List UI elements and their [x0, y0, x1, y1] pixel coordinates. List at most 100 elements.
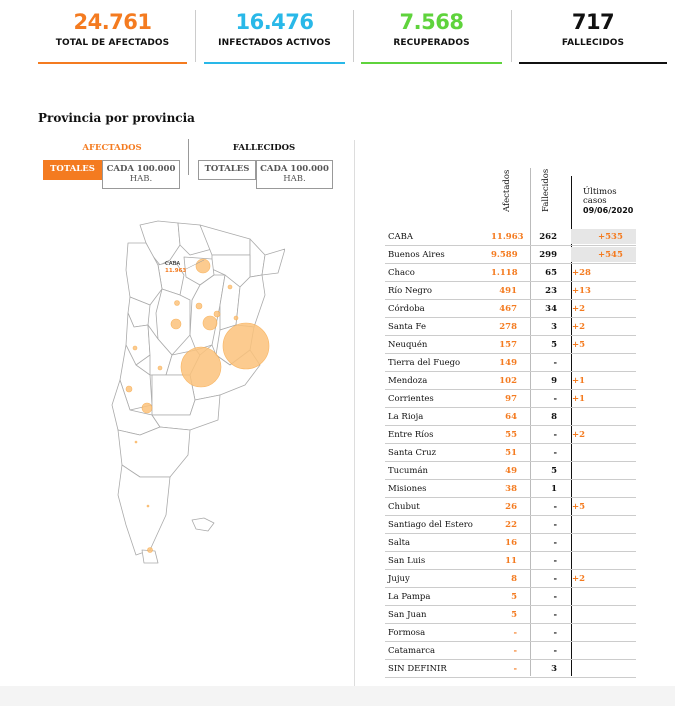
- fallecidos-cell: -: [553, 646, 557, 656]
- afectados-cell: -: [513, 628, 517, 638]
- afectados-label: AFECTADOS: [82, 143, 142, 153]
- stat-underline: [204, 62, 345, 64]
- table-row: La Rioja 64 8: [385, 408, 636, 426]
- table-row: Tucumán 49 5: [385, 462, 636, 480]
- afectados-cell: 1.118: [491, 268, 518, 278]
- province-cell: Córdoba: [388, 304, 425, 314]
- afectados-totales-button[interactable]: TOTALES: [43, 160, 102, 180]
- fallecidos-cell: 1: [551, 484, 557, 494]
- afectados-cell: 491: [499, 286, 517, 296]
- afectados-cell: 467: [499, 304, 517, 314]
- stat-value: 16.476: [235, 10, 314, 34]
- province-cell: SIN DEFINIR: [388, 664, 447, 674]
- fallecidos-cell: 262: [539, 232, 557, 242]
- argentina-map[interactable]: CABA 11.963: [100, 215, 286, 565]
- afectados-cell: 157: [499, 340, 517, 350]
- ultimos-casos-cell: +2: [572, 304, 586, 314]
- ultimos-casos-cell: +2: [572, 322, 586, 332]
- fallecidos-cell: 34: [545, 304, 557, 314]
- button-label-line1: CADA 100.000: [260, 164, 329, 174]
- ultimos-casos-cell: +13: [572, 286, 591, 296]
- fallecidos-cell: 8: [551, 412, 557, 422]
- argentina-map-svg: [111, 220, 286, 564]
- afectados-cell: 9.589: [491, 250, 518, 260]
- fallecidos-cell: 9: [551, 376, 557, 386]
- col-separator: [571, 176, 572, 676]
- ultimos-casos-cell: +2: [572, 430, 586, 440]
- stat-label: TOTAL DE AFECTADOS: [55, 38, 170, 48]
- page-footer-band: [0, 686, 675, 706]
- section-title: Provincia por provincia: [38, 111, 195, 125]
- afectados-cell: 11: [505, 556, 517, 566]
- map-caba-value: 11.963: [165, 268, 187, 274]
- afectados-cell: 149: [499, 358, 517, 368]
- fallecidos-cell: -: [553, 520, 557, 530]
- stat-value: 717: [571, 10, 615, 34]
- table-row: Chaco 1.118 65 +28: [385, 264, 636, 282]
- fallecidos-totales-button[interactable]: TOTALES: [198, 160, 256, 180]
- table-row: Neuquén 157 5 +5: [385, 336, 636, 354]
- fallecidos-cell: -: [553, 574, 557, 584]
- afectados-cell: 22: [505, 520, 517, 530]
- table-row: San Juan 5 -: [385, 606, 636, 624]
- ultimos-casos-cell: +5: [572, 502, 586, 512]
- fallecidos-cell: -: [553, 502, 557, 512]
- afectados-cell: -: [513, 646, 517, 656]
- stat-separator: [511, 10, 512, 62]
- fallecidos-cell: -: [553, 556, 557, 566]
- afectados-cell: 11.963: [491, 232, 524, 242]
- afectados-cell: 64: [505, 412, 517, 422]
- table-row: CABA 11.963 262 +535: [385, 228, 636, 246]
- table-row: Santiago del Estero 22 -: [385, 516, 636, 534]
- button-label: TOTALES: [50, 164, 95, 174]
- stat-underline: [38, 62, 187, 64]
- table-row: Salta 16 -: [385, 534, 636, 552]
- fallecidos-cell: -: [553, 430, 557, 440]
- table-row: Formosa - -: [385, 624, 636, 642]
- afectados-cell: 26: [505, 502, 517, 512]
- afectados-cell: -: [513, 664, 517, 674]
- table-row: Santa Fe 278 3 +2: [385, 318, 636, 336]
- afectados-cell: 5: [511, 610, 517, 620]
- ultimos-casos-cell: +28: [572, 268, 591, 278]
- afectados-per-100k-button[interactable]: CADA 100.000 HAB.: [102, 160, 180, 189]
- highlight-cell: [571, 247, 636, 262]
- fallecidos-per-100k-button[interactable]: CADA 100.000 HAB.: [256, 160, 333, 189]
- button-label-line1: CADA 100.000: [106, 164, 176, 174]
- fallecidos-cell: -: [553, 610, 557, 620]
- province-cell: Entre Ríos: [388, 430, 434, 440]
- fallecidos-cell: -: [553, 538, 557, 548]
- province-cell: Santa Fe: [388, 322, 427, 332]
- table-row: Catamarca - -: [385, 642, 636, 660]
- table-row: La Pampa 5 -: [385, 588, 636, 606]
- afectados-cell: 16: [505, 538, 517, 548]
- stat-label: RECUPERADOS: [393, 38, 470, 48]
- stat-label: INFECTADOS ACTIVOS: [218, 38, 331, 48]
- fallecidos-cell: -: [553, 628, 557, 638]
- province-cell: Santiago del Estero: [388, 520, 473, 530]
- stat-value: 7.568: [399, 10, 464, 34]
- afectados-cell: 8: [511, 574, 517, 584]
- stats-bar: 24.761 TOTAL DE AFECTADOS 16.476 INFECTA…: [38, 10, 668, 66]
- highlight-cell: [571, 229, 636, 244]
- stat-separator: [195, 10, 196, 62]
- province-cell: Buenos Aires: [388, 250, 445, 260]
- fallecidos-cell: -: [553, 448, 557, 458]
- ultimos-casos-cell: +535: [598, 232, 623, 242]
- ultimos-casos-cell: +1: [572, 394, 586, 404]
- table-row: SIN DEFINIR - 3: [385, 660, 636, 678]
- col-header-ultimos: Últimos casos 09/06/2020: [583, 188, 633, 216]
- button-label-line2: HAB.: [129, 174, 153, 184]
- stat-label: FALLECIDOS: [561, 38, 625, 48]
- table-row: Chubut 26 - +5: [385, 498, 636, 516]
- province-cell: Corrientes: [388, 394, 434, 404]
- controls-divider: [188, 139, 189, 175]
- province-cell: Río Negro: [388, 286, 433, 296]
- afectados-cell: 97: [505, 394, 517, 404]
- province-cell: CABA: [388, 232, 414, 242]
- afectados-cell: 102: [499, 376, 517, 386]
- fallecidos-cell: 65: [545, 268, 557, 278]
- fallecidos-cell: 299: [539, 250, 557, 260]
- ultimos-casos-cell: +1: [572, 376, 586, 386]
- ultimos-line1: Últimos: [583, 187, 617, 197]
